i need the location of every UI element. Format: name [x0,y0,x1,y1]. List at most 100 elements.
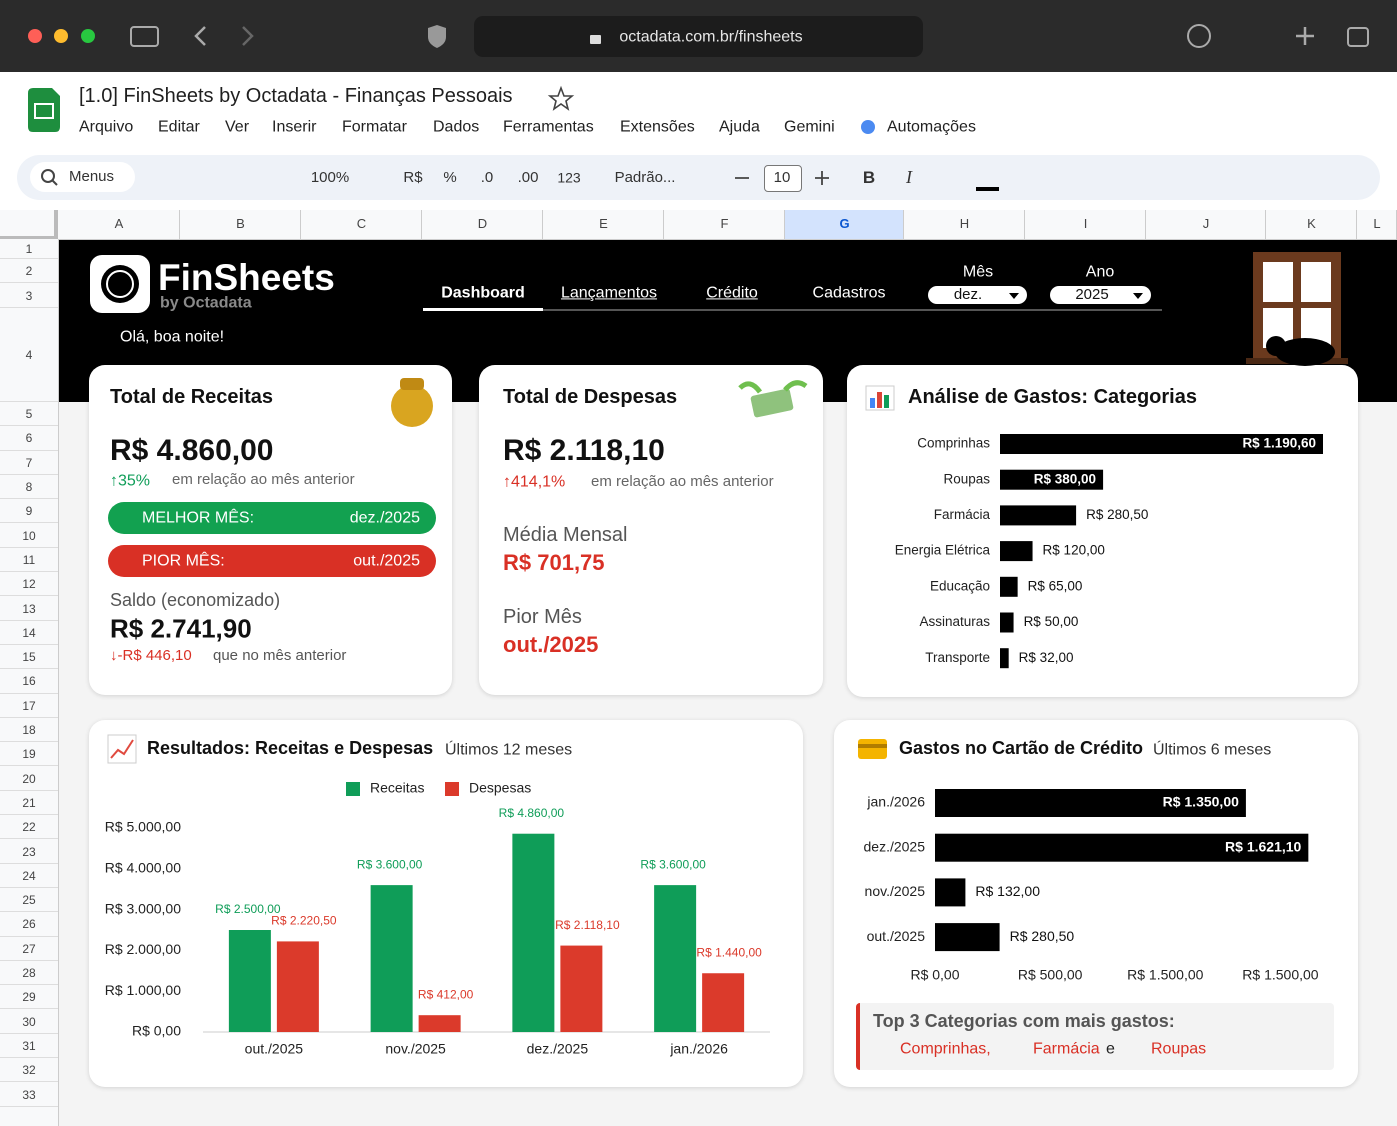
row-label[interactable]: 10 [22,528,36,543]
nav-tab[interactable]: Cadastros [812,284,886,302]
currency-format[interactable]: R$ [403,169,423,186]
url[interactable]: octadata.com.br/finsheets [619,28,803,46]
column-label[interactable]: C [356,216,367,232]
menu-item[interactable]: Ver [225,118,250,136]
column-label[interactable]: F [720,216,729,232]
new-tab-icon[interactable] [1296,27,1314,45]
category-label: jan./2026 [866,794,925,810]
row-label[interactable]: 9 [25,504,33,519]
zoom-button[interactable] [81,29,95,43]
menu-item[interactable]: Gemini [784,118,835,136]
column-label[interactable]: B [236,216,245,232]
menu-item[interactable]: Ajuda [719,118,760,136]
row-label[interactable]: 31 [22,1038,36,1053]
row-label[interactable]: 18 [22,722,36,737]
close-button[interactable] [28,29,42,43]
row-label[interactable]: 11 [22,552,36,567]
sidebar-icon[interactable] [130,26,159,47]
font-size[interactable]: 10 [773,169,791,186]
font-size-steppers[interactable] [735,171,829,185]
download-icon[interactable] [1187,24,1211,48]
column-label[interactable]: A [114,216,124,232]
number-format[interactable]: 123 [557,169,581,186]
year-value[interactable]: 2025 [1075,286,1109,303]
column-label[interactable]: G [839,216,850,232]
bold-button[interactable]: B [862,167,876,187]
row-label[interactable]: 30 [22,1014,36,1029]
column-label[interactable]: E [599,216,608,232]
percent-format[interactable]: % [443,169,457,186]
row-label[interactable]: 19 [22,747,36,762]
menu-search-text[interactable]: Menus [69,168,115,185]
nav-tab[interactable]: Lançamentos [560,284,658,302]
row-cell [0,572,58,597]
row-label[interactable]: 14 [22,625,36,640]
column-label[interactable]: J [1202,216,1210,232]
row-label[interactable]: 22 [22,820,36,835]
menu-item[interactable]: Dados [433,118,480,136]
row-label[interactable]: 26 [22,917,36,932]
row-label[interactable]: 32 [22,1063,36,1078]
row-label[interactable]: 27 [22,941,36,956]
decrease-decimals[interactable]: .0 [480,169,494,186]
row-label[interactable]: 4 [25,347,33,362]
sheets-logo[interactable] [28,88,60,132]
menu-item[interactable]: Editar [158,118,200,136]
automations-icon[interactable] [861,120,875,134]
menu-item[interactable]: Extensões [620,118,695,136]
menu-item[interactable]: Inserir [272,118,317,136]
doc-title[interactable]: [1.0] FinSheets by Octadata - Finanças P… [79,85,513,107]
font-family[interactable]: Padrão... [614,169,676,186]
column-label[interactable]: D [477,216,488,232]
month-select[interactable] [928,286,1027,304]
row-label[interactable]: 20 [22,771,36,786]
money-wings [738,380,808,394]
italic-button[interactable]: I [906,167,912,188]
row-label[interactable]: 5 [25,406,33,421]
menu-item[interactable]: Automações [887,118,976,136]
row-label[interactable]: 28 [22,965,36,980]
row-label[interactable]: 13 [22,601,36,616]
menu-item[interactable]: Ferramentas [503,118,594,136]
column-label[interactable]: L [1373,216,1381,232]
category-label: Farmácia [934,507,991,522]
select-carets[interactable] [1009,293,1143,299]
row-label[interactable]: 29 [22,990,36,1005]
year-select[interactable] [1050,286,1151,304]
row-label[interactable]: 23 [22,844,36,859]
back-icon[interactable] [194,26,206,46]
minimize-button[interactable] [54,29,68,43]
column-label[interactable]: I [1083,216,1088,232]
star-icon[interactable] [547,85,575,111]
row-label[interactable]: 33 [22,1087,36,1102]
row-label[interactable]: 7 [25,455,33,470]
shield-icon[interactable] [428,25,446,48]
forward-icon[interactable] [242,26,254,46]
increase-decimals[interactable]: .00 [517,169,539,186]
row-label[interactable]: 3 [25,288,33,303]
zoom[interactable]: 100% [310,169,350,186]
month-value[interactable]: dez. [953,286,983,303]
row-label[interactable]: 15 [22,649,36,664]
row-label[interactable]: 1 [25,241,33,256]
row-label[interactable]: 6 [25,431,33,446]
font-size-box[interactable] [764,165,802,192]
nav-tab[interactable]: Dashboard [441,284,525,302]
row-label[interactable]: 25 [22,892,36,907]
nav-tab[interactable]: Crédito [706,284,758,302]
address-bar[interactable] [474,16,923,57]
tabs-icon[interactable] [1347,27,1369,47]
row-label[interactable]: 16 [22,674,36,689]
menu-item[interactable]: Formatar [342,118,407,136]
row-label[interactable]: 21 [22,795,36,810]
row-label[interactable]: 2 [25,263,33,278]
row-label[interactable]: 24 [22,868,36,883]
column-label[interactable]: H [959,216,970,232]
text-color-bar[interactable] [976,187,999,191]
menu-item[interactable]: Arquivo [79,118,134,136]
menu-search[interactable] [30,162,135,192]
row-label[interactable]: 8 [25,479,33,494]
column-label[interactable]: K [1307,216,1316,232]
row-label[interactable]: 17 [22,698,36,713]
row-label[interactable]: 12 [22,577,36,592]
